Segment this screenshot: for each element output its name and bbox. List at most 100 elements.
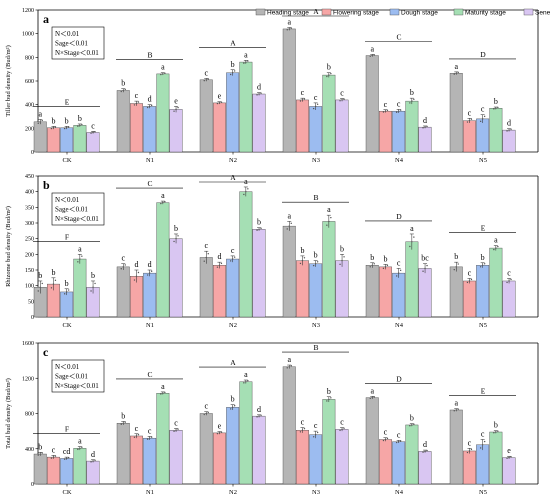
data-point (160, 202, 162, 205)
group-letter: E (65, 97, 70, 106)
bar (309, 106, 323, 153)
data-point (369, 266, 371, 268)
bar-letter: a (287, 355, 291, 364)
stats-box (51, 192, 105, 226)
data-point (413, 98, 415, 101)
data-point (314, 433, 317, 436)
data-point (173, 240, 175, 243)
data-point (326, 224, 328, 226)
bar (379, 266, 392, 318)
data-point (481, 444, 484, 446)
data-point (122, 89, 124, 92)
bar (199, 79, 213, 153)
bar (116, 266, 130, 318)
bar-letter: d (148, 260, 152, 269)
bar (296, 99, 309, 153)
bar (169, 238, 183, 318)
data-point (386, 109, 389, 112)
data-point (77, 448, 79, 451)
data-point (312, 264, 315, 267)
data-point (137, 101, 140, 103)
bar-letter: d (257, 83, 261, 92)
data-point (120, 90, 122, 93)
data-point (41, 282, 43, 285)
data-point (497, 430, 499, 432)
bar-letter: c (301, 418, 305, 427)
bar (392, 110, 406, 153)
stats-line: N×Stage＜0.01 (55, 382, 99, 390)
bar (489, 431, 503, 485)
data-point (233, 70, 236, 72)
bar-letter: a (161, 63, 165, 72)
data-point (150, 104, 153, 107)
data-point (483, 440, 486, 443)
group-letter: E (481, 224, 486, 233)
bar (379, 110, 392, 153)
bar-letter: b (327, 63, 331, 72)
data-point (94, 459, 96, 461)
data-point (245, 61, 247, 63)
bar-letter: a (244, 370, 248, 379)
data-point (373, 54, 375, 56)
data-point (286, 29, 288, 31)
data-point (229, 260, 232, 262)
data-point (175, 237, 177, 240)
bar-letter: e (174, 96, 178, 105)
y-tick-label: 400 (25, 190, 34, 196)
bar-letter: c (174, 418, 178, 427)
bar-letter: b (231, 395, 235, 404)
bar-letter: bc (421, 254, 429, 263)
bar-letter: c (384, 100, 388, 109)
bar (239, 381, 253, 485)
bar-letter: b (370, 253, 374, 262)
bar-letter: d (91, 450, 95, 459)
stats-line: N＜0.01 (55, 30, 80, 38)
data-point (386, 264, 389, 267)
data-point (303, 98, 306, 100)
bar-letter: d (257, 405, 261, 414)
bar-letter: a (454, 62, 458, 71)
x-tick-label: CK (62, 157, 71, 164)
bar-letter: c (52, 445, 56, 454)
data-point (148, 105, 151, 108)
x-tick-label: N3 (312, 157, 320, 164)
data-point (339, 263, 341, 266)
data-point (63, 293, 66, 295)
data-point (312, 107, 315, 110)
data-point (135, 102, 138, 105)
data-point (506, 457, 508, 460)
data-point (426, 264, 428, 267)
data-point (384, 438, 387, 441)
data-point (468, 450, 471, 452)
data-point (37, 122, 39, 124)
data-point (52, 283, 55, 285)
group-letter: C (147, 179, 152, 188)
data-point (67, 126, 70, 128)
data-point (371, 396, 373, 399)
data-point (205, 256, 207, 259)
y-tick-label: 200 (25, 252, 34, 258)
bar (199, 257, 213, 318)
data-point (146, 438, 149, 440)
bar (463, 120, 476, 153)
x-tick-label: N3 (312, 322, 320, 329)
panel-a: 0 200 400 600 800 1000 1200 Tiller bud density … (5, 7, 539, 164)
data-point (216, 432, 219, 435)
x-tick-label: N1 (146, 489, 154, 496)
bar-letter: c (468, 108, 472, 117)
bar-letter: b (38, 442, 42, 451)
data-point (341, 99, 343, 101)
data-point (316, 103, 319, 106)
data-point (422, 451, 424, 453)
bar (476, 265, 490, 318)
bar-letter: c (397, 99, 401, 108)
data-point (497, 245, 499, 248)
data-point (316, 261, 319, 263)
y-axis-label: Tiller bud density (Bud/m²) (5, 45, 12, 117)
data-point (290, 365, 292, 367)
data-point (63, 127, 66, 130)
data-point (207, 253, 209, 255)
data-point (260, 92, 262, 94)
bar-letter: b (257, 218, 261, 227)
legend-label: Senescence stage (535, 10, 550, 17)
